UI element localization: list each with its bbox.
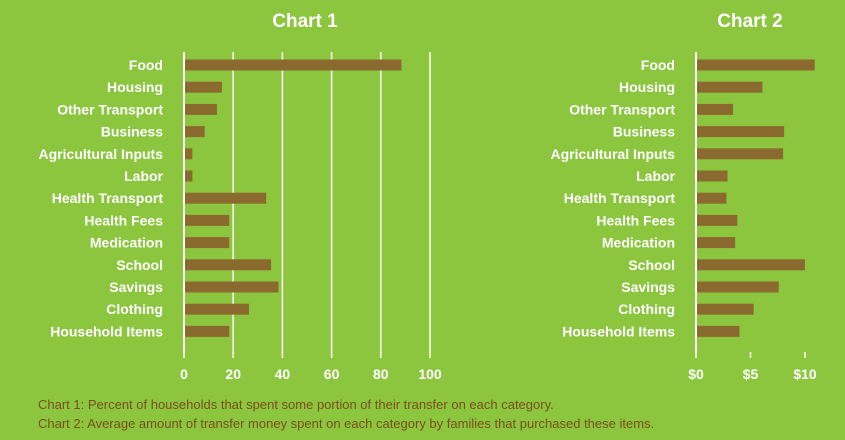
- chart-1-category-label: Housing: [107, 79, 163, 95]
- chart-1-bar: [185, 148, 193, 160]
- chart-2-category-label: Business: [613, 124, 675, 140]
- chart-1-title: Chart 1: [272, 11, 338, 32]
- chart-1-x-tick-label: 40: [275, 366, 291, 382]
- chart-2-bar: [697, 148, 784, 160]
- chart-2-bar: [697, 59, 815, 71]
- chart-1-category-label: Agricultural Inputs: [39, 146, 164, 162]
- chart-2-category-label: Medication: [602, 235, 675, 251]
- chart-1-bar: [185, 281, 279, 293]
- chart-2-x-tick-label: $10: [793, 366, 817, 382]
- chart-1-bar: [185, 59, 402, 71]
- chart-2-x-tick-label: $5: [743, 366, 759, 382]
- chart-1-x-tick-label: 60: [324, 366, 340, 382]
- chart-2-category-label: Other Transport: [569, 101, 675, 117]
- chart-2-caption: Chart 2: Average amount of transfer mone…: [38, 416, 655, 431]
- chart-2-bar: [697, 103, 733, 115]
- chart-2-x-tick-label: $0: [688, 366, 704, 382]
- chart-1-category-label: Household Items: [50, 323, 163, 339]
- chart-1-x-tick-label: 100: [418, 366, 442, 382]
- chart-2-category-label: Household Items: [562, 323, 675, 339]
- chart-2-bar: [697, 237, 736, 249]
- chart-1-bar: [185, 81, 222, 93]
- chart-2-category-label: Savings: [621, 279, 675, 295]
- chart-1-bar: [185, 103, 217, 115]
- chart-1-category-label: School: [116, 257, 163, 273]
- chart-1-bar: [185, 126, 205, 138]
- chart-1-x-tick-label: 20: [225, 366, 241, 382]
- chart-1-category-label: Other Transport: [57, 101, 163, 117]
- chart-1-category-label: Savings: [109, 279, 163, 295]
- chart-1-bar: [185, 192, 267, 204]
- chart-1-category-label: Business: [101, 124, 163, 140]
- chart-1-bar: [185, 303, 249, 315]
- chart-2-category-label: Health Fees: [596, 212, 675, 228]
- chart-2-category-label: Health Transport: [564, 190, 676, 206]
- chart-2-bar: [697, 170, 728, 182]
- chart-1-bar: [185, 170, 193, 182]
- chart-1-bar: [185, 325, 230, 337]
- chart-2-category-label: Food: [641, 57, 675, 73]
- chart-1-bar: [185, 237, 230, 249]
- chart-2-title: Chart 2: [717, 11, 782, 32]
- chart-2-bar: [697, 126, 785, 138]
- chart-2-bar: [697, 281, 779, 293]
- chart-1-category-label: Health Transport: [52, 190, 164, 206]
- chart-1-category-label: Labor: [124, 168, 163, 184]
- chart-2-bar: [697, 303, 754, 315]
- chart-2-category-label: Clothing: [618, 301, 675, 317]
- chart-2-bar: [697, 192, 727, 204]
- chart-1-category-label: Food: [129, 57, 163, 73]
- chart-1-x-tick-label: 0: [180, 366, 188, 382]
- chart-1-bar: [185, 259, 272, 271]
- chart-2-bar: [697, 325, 740, 337]
- chart-1-category-label: Medication: [90, 235, 163, 251]
- chart-2-category-label: Housing: [619, 79, 675, 95]
- chart-1-x-tick-label: 80: [373, 366, 389, 382]
- chart-2-bar: [697, 214, 738, 226]
- chart-1-caption: Chart 1: Percent of households that spen…: [38, 397, 554, 412]
- chart-2-category-label: School: [628, 257, 675, 273]
- chart-1-bar: [185, 214, 230, 226]
- chart-2-bar: [697, 81, 763, 93]
- chart-2-category-label: Agricultural Inputs: [551, 146, 676, 162]
- chart-1-category-label: Health Fees: [84, 212, 163, 228]
- chart-2-bar: [697, 259, 805, 271]
- chart-2-category-label: Labor: [636, 168, 675, 184]
- chart-1-category-label: Clothing: [106, 301, 163, 317]
